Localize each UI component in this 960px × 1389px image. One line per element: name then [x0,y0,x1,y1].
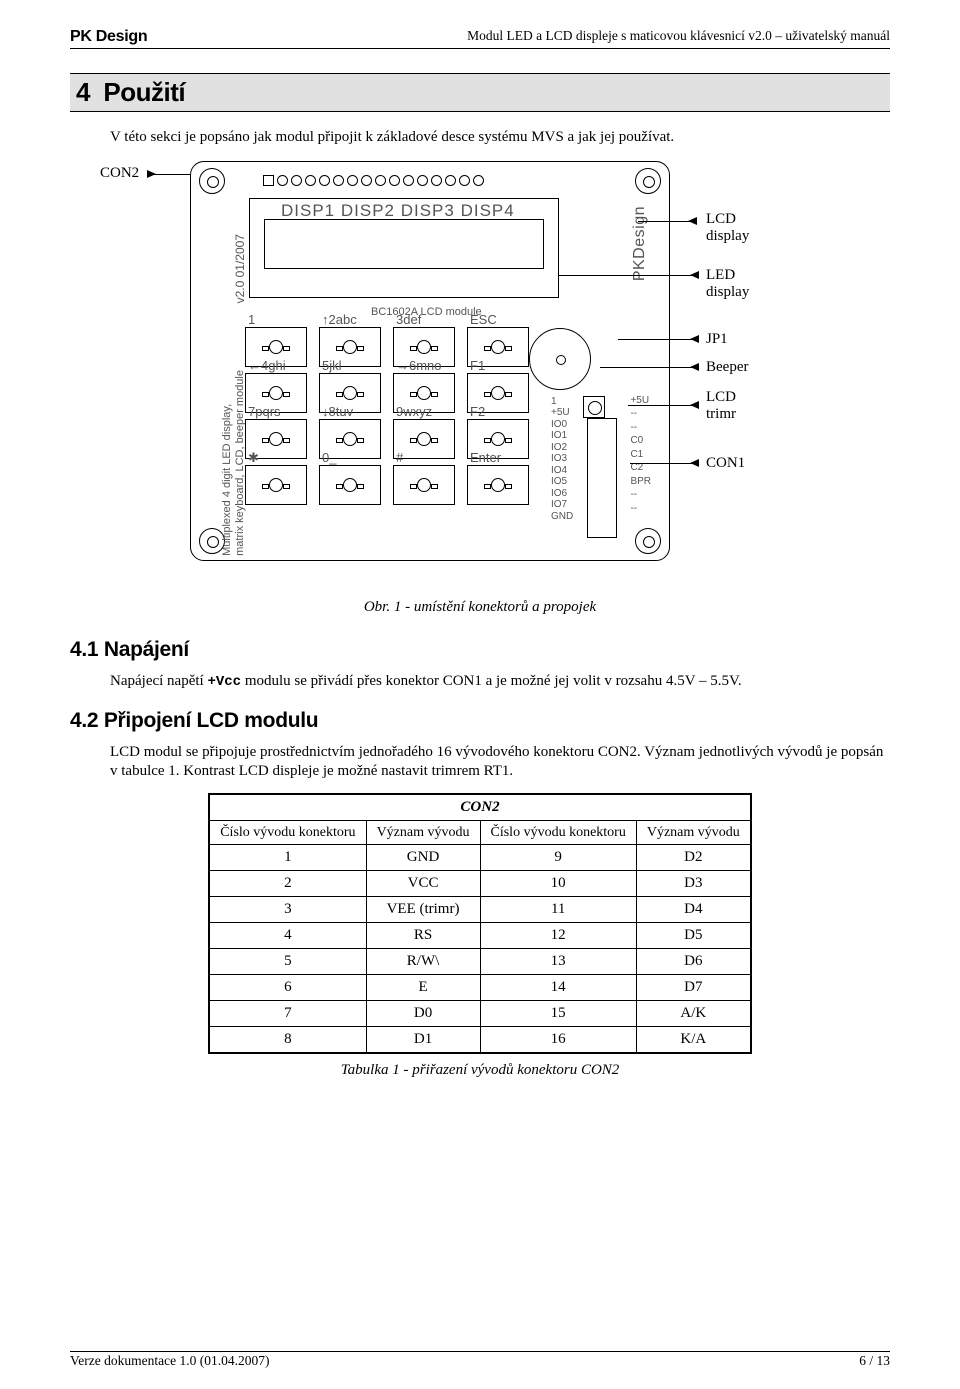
table-cell: 1 [209,845,366,871]
table-cell: 4 [209,923,366,949]
arrow-trimr [628,405,698,406]
pcb-outline: DISP1 DISP2 DISP3 DISP4 v2.0 01/2007 PKD… [190,161,670,561]
table-cell: A/K [636,1001,750,1027]
board-diagram: CON2 DISP1 DISP2 DISP3 DISP4 v2.0 01/200… [70,161,890,581]
table-row: 4RS12D5 [209,923,751,949]
th-1: Číslo vývodu konektoru [209,820,366,844]
table-cell: D1 [366,1027,480,1054]
table-cell: D2 [636,845,750,871]
th-4: Význam vývodu [636,820,750,844]
table-cell: 5 [209,949,366,975]
figure-caption: Obr. 1 - umístění konektorů a propojek [70,599,890,616]
io-labels-right: +5U -- -- C0 C1 C2 BPR -- -- [630,394,651,516]
intro-paragraph: V této sekci je popsáno jak modul připoj… [110,128,850,147]
io-labels-left: 1 +5U IO0 IO1 IO2 IO3 IO4 IO5 IO6 IO7 GN… [551,396,573,523]
table-cell: 16 [480,1027,636,1054]
doc-title: Modul LED a LCD displeje s maticovou klá… [467,28,890,46]
key: # [393,465,455,505]
table-cell: R/W\ [366,949,480,975]
callout-jp1: JP1 [706,331,728,348]
label-con2: CON2 [100,165,139,182]
table-cell: 11 [480,897,636,923]
con1-connector [587,418,617,538]
lcd-text: BC1602A LCD module [371,306,482,318]
trimr [583,396,605,418]
arrow-led [558,275,698,276]
header-pins [263,173,503,193]
callout-lcd: LCD display [706,211,749,245]
callout-beeper: Beeper [706,359,748,376]
table-cell: D6 [636,949,750,975]
table-cell: D3 [636,871,750,897]
callout-led: LED display [706,267,749,301]
table-title: CON2 [209,794,751,821]
table-cell: 6 [209,975,366,1001]
table-row: 5R/W\13D6 [209,949,751,975]
key: 0_ [319,465,381,505]
callout-con1: CON1 [706,455,745,472]
arrow-jp1 [618,339,698,340]
table-cell: K/A [636,1027,750,1054]
table-cell: 3 [209,897,366,923]
disp-labels: DISP1 DISP2 DISP3 DISP4 [281,201,515,221]
table-cell: 10 [480,871,636,897]
table-cell: 2 [209,871,366,897]
table-row: 7D015A/K [209,1001,751,1027]
version-label: v2.0 01/2007 [233,234,247,303]
header-rule [70,48,890,49]
arrow-lcd [638,221,696,222]
table-cell: D5 [636,923,750,949]
table-caption: Tabulka 1 - přiřazení vývodů konektoru C… [70,1062,890,1079]
footer-left: Verze dokumentace 1.0 (01.04.2007) [70,1353,269,1369]
key: ✱ [245,465,307,505]
table-cell: 8 [209,1027,366,1054]
table-row: 1GND9D2 [209,845,751,871]
brand: PK Design [70,28,147,46]
table-cell: 12 [480,923,636,949]
table-cell: D4 [636,897,750,923]
table-cell: 9 [480,845,636,871]
th-2: Význam vývodu [366,820,480,844]
table-cell: VEE (trimr) [366,897,480,923]
th-3: Číslo vývodu konektoru [480,820,636,844]
arrow-con1 [630,463,698,464]
vcc-code: +Vcc [207,674,241,690]
arrow-beeper [600,367,698,368]
callout-trimr: LCD trimr [706,389,736,423]
table-cell: D7 [636,975,750,1001]
table-cell: GND [366,845,480,871]
table-con2: CON2 Číslo vývodu konektoru Význam vývod… [208,793,752,1054]
section-heading: 4 Použití [70,73,890,112]
table-cell: E [366,975,480,1001]
table-row: 6E14D7 [209,975,751,1001]
side-label: Multiplexed 4 digit LED display, matrix … [221,370,247,556]
table-cell: VCC [366,871,480,897]
table-row: 3VEE (trimr)11D4 [209,897,751,923]
table-cell: 15 [480,1001,636,1027]
table-cell: 13 [480,949,636,975]
keypad: 1↑2abc3defESC←4ghi5jkl→6mnoF17pqrs↓8tuv9… [245,324,545,508]
para-4-2: LCD modul se připojuje prostřednictvím j… [110,743,890,781]
pkdesign-text: PKDesign [631,206,649,281]
table-cell: D0 [366,1001,480,1027]
table-row: 2VCC10D3 [209,871,751,897]
table-cell: 7 [209,1001,366,1027]
table-cell: 14 [480,975,636,1001]
heading-4-1: 4.1 Napájení [70,638,890,662]
para-4-1: Napájecí napětí +Vcc modulu se přivádí p… [110,672,890,692]
heading-4-2: 4.2 Připojení LCD modulu [70,709,890,733]
table-cell: RS [366,923,480,949]
beeper [529,328,591,390]
table-row: 8D116K/A [209,1027,751,1054]
footer-right: 6 / 13 [859,1353,890,1369]
key: Enter [467,465,529,505]
